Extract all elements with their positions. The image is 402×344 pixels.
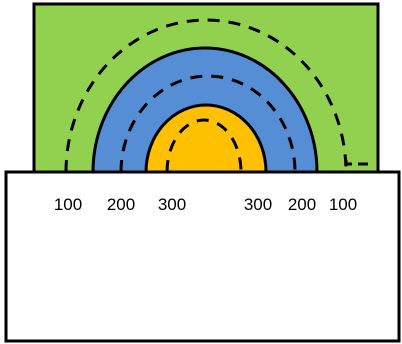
label-left-300: 300 [158, 195, 186, 214]
label-right-300: 300 [244, 195, 272, 214]
yellow-core [144, 103, 268, 174]
label-left-200: 200 [107, 195, 135, 214]
label-right-100: 100 [329, 195, 357, 214]
dashed-hook-mark [344, 160, 372, 166]
foreground-white-box [4, 170, 401, 343]
label-left-100: 100 [54, 195, 82, 214]
label-right-200: 200 [288, 195, 316, 214]
inner-dashed-contour [165, 118, 243, 173]
outer-dashed-contour [64, 18, 348, 173]
middle-dashed-contour [119, 74, 297, 173]
